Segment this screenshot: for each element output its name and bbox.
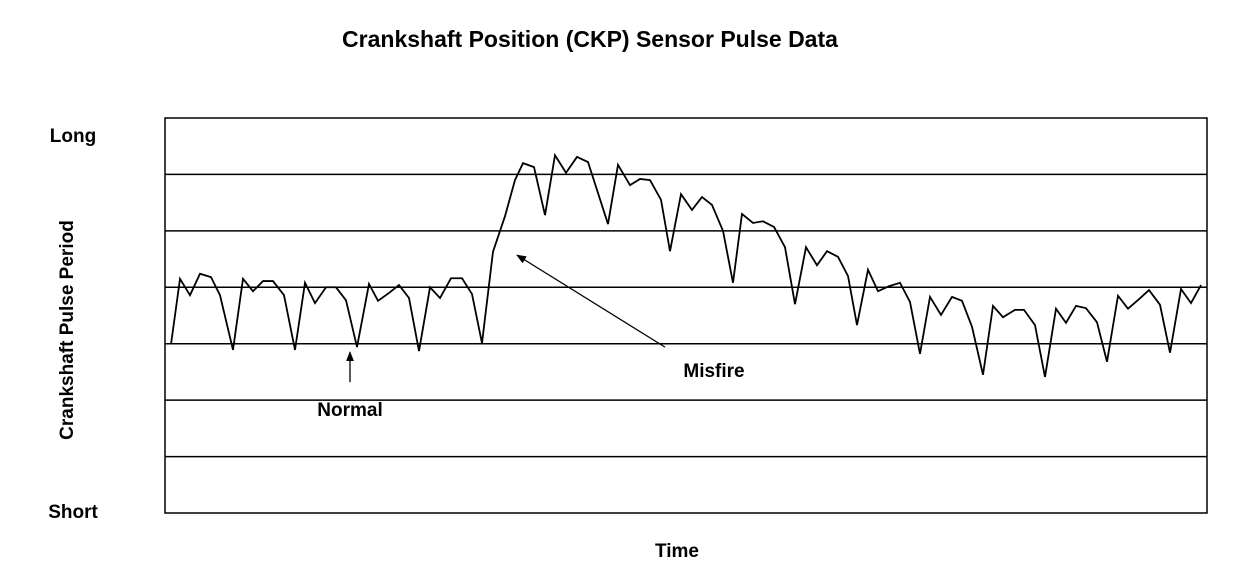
annotation-text: Misfire — [683, 361, 744, 382]
y-tick-label: Long — [50, 126, 96, 147]
annotation-text: Normal — [317, 400, 382, 421]
annotation-arrow — [516, 254, 666, 348]
chart-title: Crankshaft Position (CKP) Sensor Pulse D… — [342, 26, 838, 52]
y-axis-label: Crankshaft Pulse Period — [57, 220, 78, 440]
x-axis-label: Time — [655, 541, 699, 562]
y-tick-label: Short — [48, 502, 98, 523]
plot-frame — [164, 117, 1208, 514]
data-line — [170, 152, 1202, 378]
